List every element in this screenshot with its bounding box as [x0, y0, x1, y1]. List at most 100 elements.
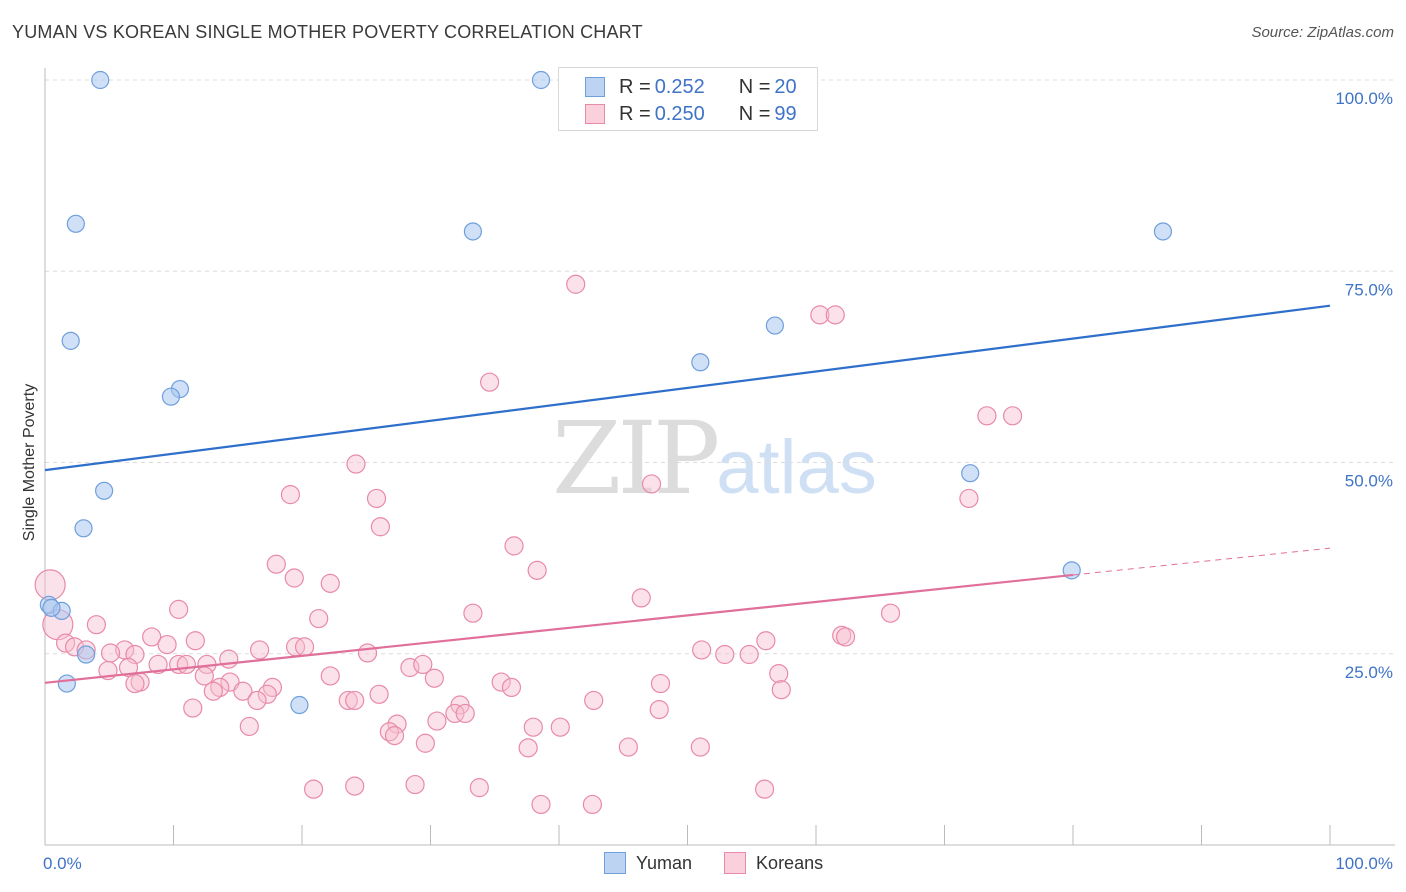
koreans-point: [384, 726, 405, 746]
koreans-point: [469, 778, 489, 798]
legend-label-koreans: Koreans: [756, 852, 824, 873]
koreans-point: [649, 699, 669, 720]
legend-n-value: 99: [774, 102, 797, 125]
koreans-point: [366, 488, 387, 509]
koreans-point: [810, 305, 830, 325]
koreans-point: [825, 305, 845, 325]
koreans-point: [257, 684, 277, 704]
koreans-point: [157, 634, 177, 655]
yuman-trend-line: [44, 304, 1331, 472]
koreans-point: [320, 573, 340, 593]
koreans-point: [203, 681, 223, 701]
koreans-point: [369, 684, 389, 704]
koreans-point: [185, 631, 205, 651]
yuman-point: [77, 645, 96, 664]
yuman-swatch: [585, 77, 605, 97]
correlation-legend: R = 0.252 N = 20 R = 0.250 N = 99: [558, 67, 818, 131]
yuman-point: [74, 519, 93, 538]
koreans-point: [618, 737, 638, 757]
koreans-point: [239, 716, 259, 737]
koreans-point: [690, 737, 710, 757]
y-tick-label: 25.0%: [1345, 663, 1393, 682]
y-tick-label: 75.0%: [1345, 280, 1393, 299]
koreans-point: [584, 690, 604, 711]
koreans-point: [582, 794, 603, 815]
koreans-point: [531, 794, 551, 815]
yuman-point: [290, 695, 309, 715]
koreans-point: [309, 608, 329, 629]
legend-item-koreans: Koreans: [724, 852, 823, 874]
koreans-point: [125, 673, 145, 694]
legend-r-label: R =: [619, 75, 651, 98]
koreans-point: [650, 673, 671, 694]
koreans-point: [320, 666, 340, 686]
koreans-point: [142, 627, 162, 647]
koreans-point: [183, 698, 203, 718]
koreans-point: [715, 644, 735, 665]
koreans-point: [756, 631, 776, 651]
koreans-point: [346, 454, 366, 474]
koreans-point: [769, 664, 789, 684]
koreans-point: [631, 588, 651, 608]
koreans-point: [338, 690, 358, 711]
koreans-point: [518, 738, 538, 758]
koreans-swatch: [585, 104, 605, 124]
koreans-point: [266, 554, 286, 574]
koreans-point: [233, 681, 253, 701]
koreans-point: [480, 372, 500, 392]
koreans-point: [34, 569, 66, 601]
koreans-point: [357, 643, 378, 663]
koreans-point: [771, 680, 791, 700]
koreans-point: [491, 672, 511, 692]
y-tick-label: 100.0%: [1335, 89, 1393, 108]
koreans-point: [176, 654, 196, 675]
yuman-point: [161, 387, 181, 406]
x-tick-label: 0.0%: [43, 854, 82, 873]
koreans-point: [424, 668, 444, 688]
koreans-point: [247, 690, 267, 711]
koreans-point: [249, 640, 270, 660]
koreans-point: [527, 560, 547, 580]
koreans-point: [641, 474, 662, 494]
koreans-point: [280, 485, 301, 505]
koreans-point: [754, 779, 775, 799]
legend-r-value: 0.252: [654, 75, 705, 98]
yuman-point: [765, 316, 784, 335]
koreans-point: [1003, 406, 1023, 426]
koreans-point: [445, 703, 465, 724]
koreans-point: [463, 603, 483, 623]
koreans-point: [523, 717, 543, 737]
legend-n-label: N =: [738, 75, 771, 98]
yuman-point: [531, 70, 551, 90]
yuman-point: [463, 222, 483, 241]
yuman-point: [42, 598, 61, 617]
koreans-point: [427, 711, 447, 731]
koreans-legend-swatch: [724, 852, 747, 874]
legend-n-value: 20: [774, 75, 797, 98]
yuman-point: [61, 331, 80, 350]
koreans-point: [880, 603, 901, 623]
koreans-point: [379, 722, 399, 742]
koreans-point: [413, 654, 433, 675]
source-credit: Source: ZipAtlas.com: [1251, 24, 1394, 41]
koreans-point: [692, 640, 712, 660]
yuman-point: [1153, 222, 1173, 241]
yuman-point: [691, 353, 710, 372]
koreans-point: [169, 599, 189, 619]
koreans-point: [566, 274, 586, 294]
legend-row-koreans: R = 0.250 N = 99: [585, 102, 797, 126]
koreans-point: [387, 714, 407, 734]
koreans-point: [219, 649, 239, 669]
legend-r-label: R =: [619, 102, 651, 125]
legend-r-value: 0.250: [654, 102, 705, 125]
yuman-point: [95, 481, 114, 500]
koreans-point: [504, 536, 524, 556]
y-axis-label: Single Mother Poverty: [21, 384, 38, 541]
koreans-point: [739, 644, 759, 665]
yuman-legend-swatch: [604, 852, 626, 874]
koreans-point: [294, 637, 315, 657]
koreans-point: [86, 615, 107, 635]
legend-row-yuman: R = 0.252 N = 20: [585, 75, 797, 99]
y-tick-label: 50.0%: [1345, 472, 1393, 491]
